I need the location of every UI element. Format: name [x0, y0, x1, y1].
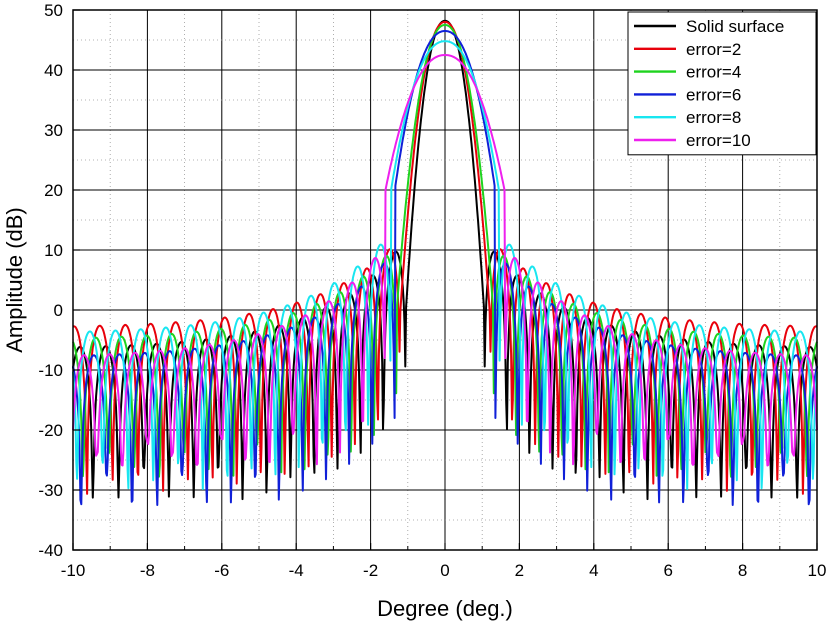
legend-box [627, 11, 817, 156]
chart-series-layer [72, 19, 818, 506]
x-axis-title: Degree (deg.) [377, 596, 513, 621]
x-tick-label: 0 [440, 561, 449, 580]
x-tick-label: -10 [61, 561, 86, 580]
y-tick-label: -20 [38, 421, 63, 440]
y-tick-label: 50 [44, 1, 63, 20]
legend-label: error=8 [686, 108, 741, 127]
series-line-2 [72, 24, 818, 478]
x-tick-label: -2 [363, 561, 378, 580]
y-tick-label: -10 [38, 361, 63, 380]
legend-label: error=6 [686, 85, 741, 104]
y-tick-label: 20 [44, 181, 63, 200]
x-tick-label: -8 [140, 561, 155, 580]
series-line-0 [72, 19, 818, 501]
series-line-5 [72, 54, 818, 467]
y-tick-label: 0 [54, 301, 63, 320]
y-tick-label: 10 [44, 241, 63, 260]
y-tick-label: 30 [44, 121, 63, 140]
chart-ticks [72, 9, 818, 551]
x-tick-label: 10 [808, 561, 827, 580]
chart-tick-labels: -10 -8 -6 -4 -2 0 2 4 6 8 10-40-30-20-100102030405… [38, 1, 826, 580]
legend-label: Solid surface [686, 17, 784, 36]
y-tick-label: -40 [38, 541, 63, 560]
x-tick-label: 4 [589, 561, 598, 580]
y-axis-title: Amplitude (dB) [2, 207, 27, 353]
y-tick-label: 40 [44, 61, 63, 80]
x-tick-label: -6 [214, 561, 229, 580]
x-tick-label: 8 [738, 561, 747, 580]
x-tick-label: 2 [515, 561, 524, 580]
legend-label: error=2 [686, 40, 741, 59]
series-line-1 [72, 21, 818, 495]
x-tick-label: -4 [289, 561, 304, 580]
series-line-4 [72, 40, 818, 490]
chart-legend: Solid surface error=2 error=4 error=6 error=… [627, 11, 817, 156]
x-tick-label: 6 [663, 561, 672, 580]
legend-label: error=4 [686, 63, 741, 82]
legend-label: error=10 [686, 131, 751, 150]
y-tick-label: -30 [38, 481, 63, 500]
